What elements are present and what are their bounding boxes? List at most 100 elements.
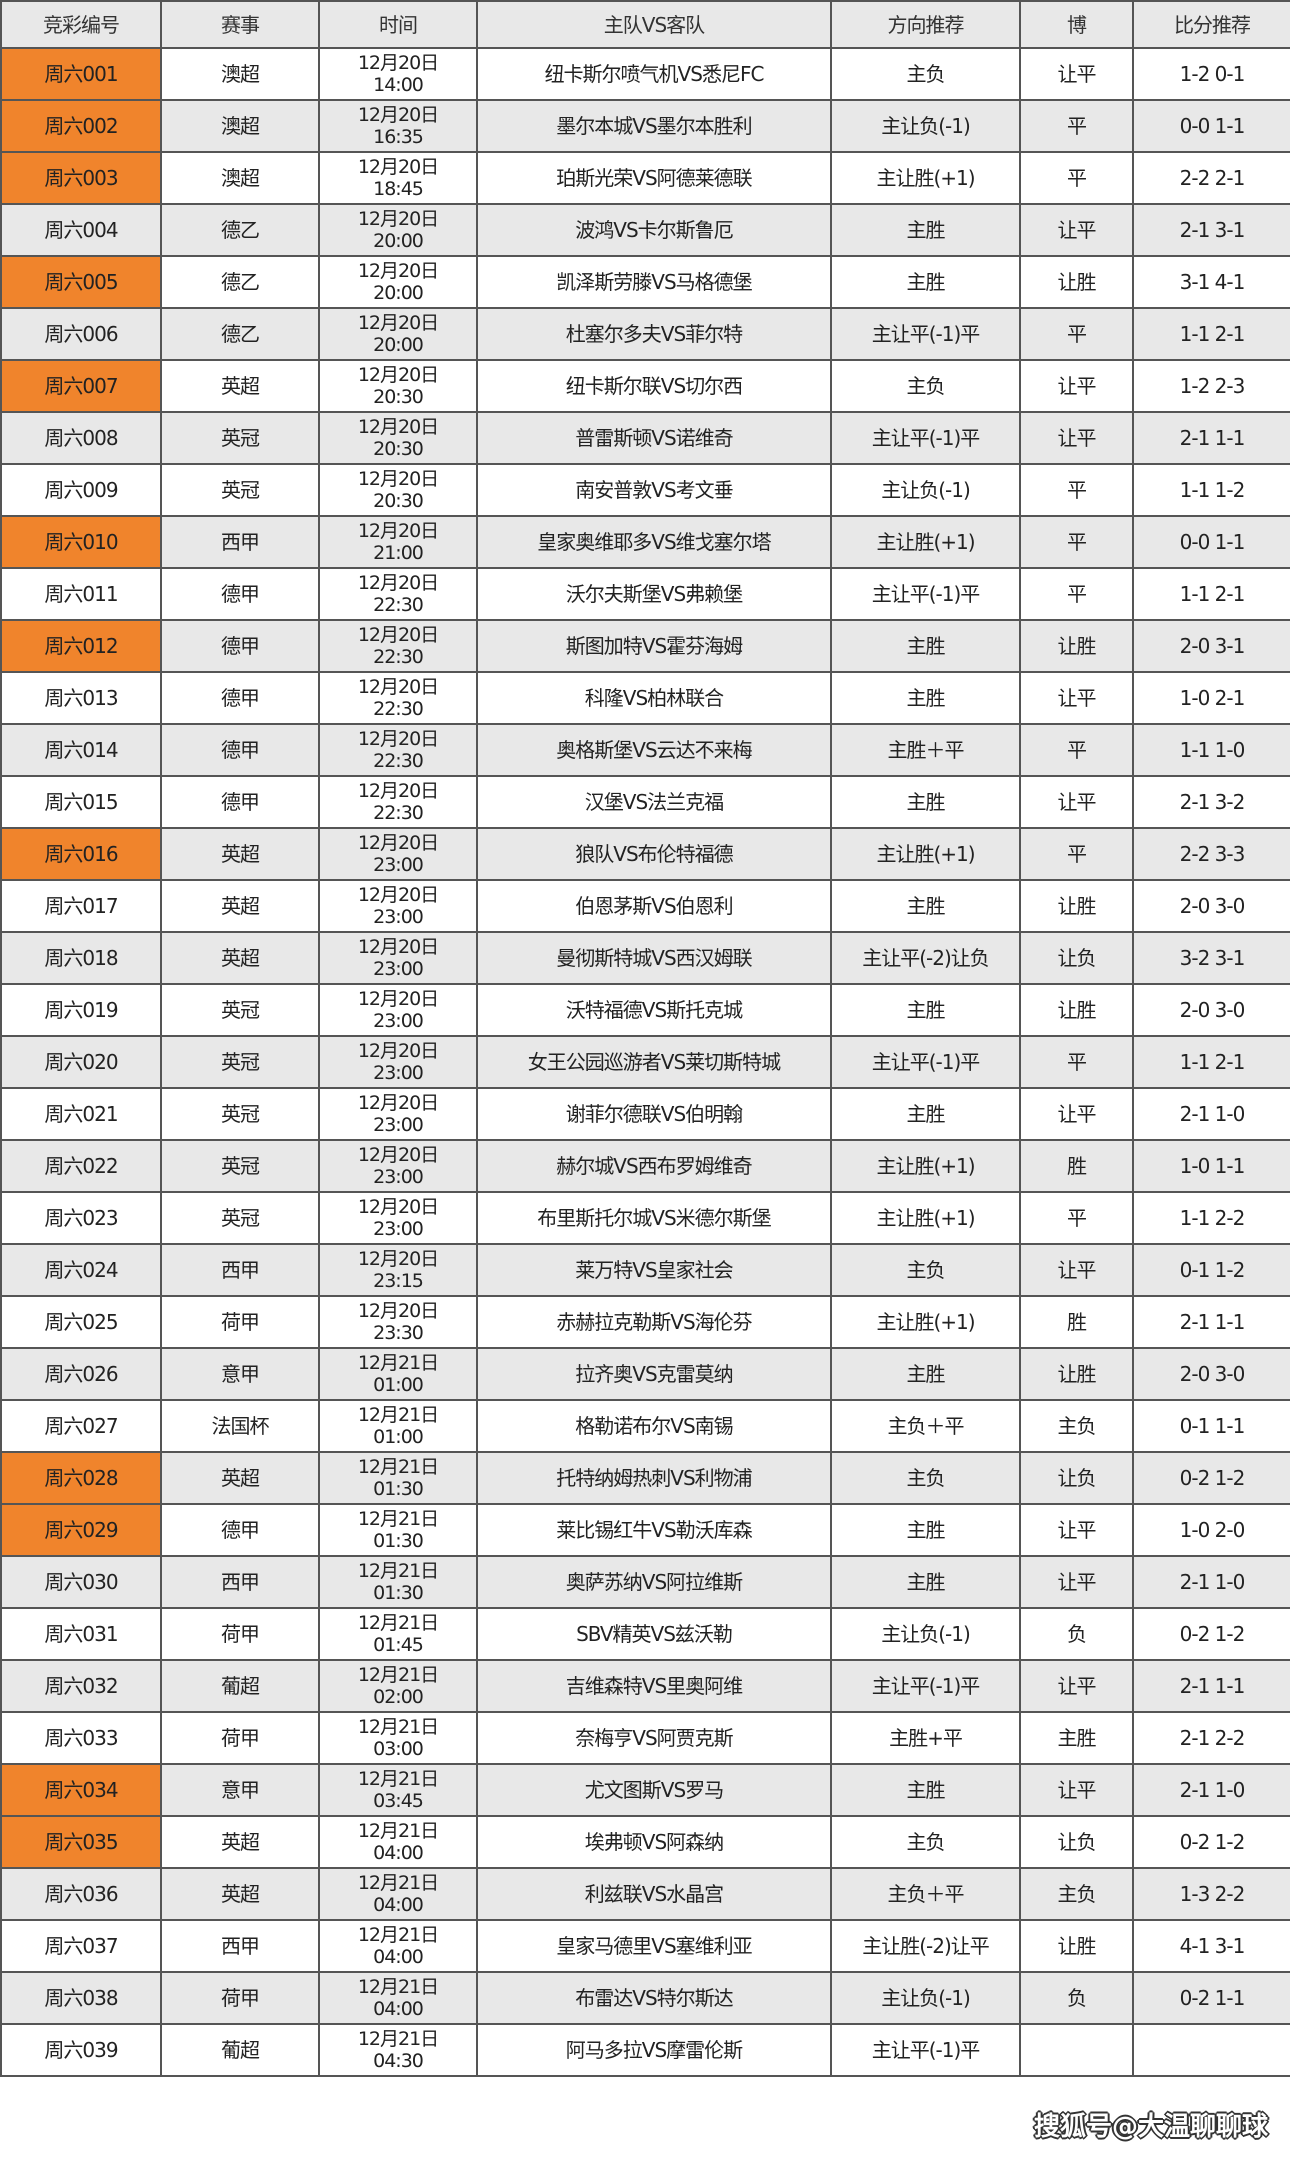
time-cell: 12月20日 20:30 (318, 463, 478, 517)
teams-cell: 布里斯托尔城VS米德尔斯堡 (476, 1191, 832, 1245)
league-cell: 德甲 (160, 567, 320, 621)
match-date: 12月21日 (357, 1456, 439, 1478)
match-date: 12月21日 (357, 1924, 439, 1946)
match-date: 12月20日 (357, 1248, 439, 1270)
direction-cell: 主胜 (830, 879, 1021, 933)
match-time: 03:45 (373, 1790, 424, 1812)
direction-cell: 主让平(-2)让负 (830, 931, 1021, 985)
match-time: 23:00 (373, 1062, 424, 1084)
match-id-cell: 周六020 (0, 1035, 162, 1089)
match-date: 12月21日 (357, 1404, 439, 1426)
direction-cell: 主让胜(+1) (830, 1295, 1021, 1349)
teams-cell: 奈梅亨VS阿贾克斯 (476, 1711, 832, 1765)
table-row: 周六015 德甲 12月20日 22:30 汉堡VS法兰克福 主胜 让平 2-1 3-2 (0, 775, 1290, 829)
league-cell: 德乙 (160, 203, 320, 257)
direction-cell: 主胜+平 (830, 1711, 1021, 1765)
match-id-cell: 周六027 (0, 1399, 162, 1453)
match-date: 12月20日 (357, 1300, 439, 1322)
time-cell: 12月20日 23:00 (318, 1139, 478, 1193)
teams-cell: 拉齐奥VS克雷莫纳 (476, 1347, 832, 1401)
time-cell: 12月20日 16:35 (318, 99, 478, 153)
score-cell: 1-0 2-1 (1132, 671, 1290, 725)
match-time: 20:00 (373, 230, 424, 252)
match-id-cell: 周六012 (0, 619, 162, 673)
league-cell: 英超 (160, 827, 320, 881)
direction-cell: 主胜 (830, 1555, 1021, 1609)
score-cell: 1-1 2-2 (1132, 1191, 1290, 1245)
match-id-cell: 周六037 (0, 1919, 162, 1973)
score-cell: 2-1 1-1 (1132, 411, 1290, 465)
league-cell: 德甲 (160, 723, 320, 777)
match-id-cell: 周六009 (0, 463, 162, 517)
direction-cell: 主负 (830, 1815, 1021, 1869)
score-cell: 1-0 1-1 (1132, 1139, 1290, 1193)
match-date: 12月20日 (357, 676, 439, 698)
match-id-cell: 周六002 (0, 99, 162, 153)
match-id-cell: 周六005 (0, 255, 162, 309)
table-body: 周六001 澳超 12月20日 14:00 纽卡斯尔喷气机VS悉尼FC 主负 让平 1-2 0… (0, 47, 1290, 2077)
bo-cell: 负 (1019, 1607, 1134, 1661)
match-time: 03:00 (373, 1738, 424, 1760)
table-row: 周六010 西甲 12月20日 21:00 皇家奥维耶多VS维戈塞尔塔 主让胜(+1) 平 0… (0, 515, 1290, 569)
league-cell: 英超 (160, 1815, 320, 1869)
match-id-cell: 周六019 (0, 983, 162, 1037)
teams-cell: 莱万特VS皇家社会 (476, 1243, 832, 1297)
match-id-cell: 周六030 (0, 1555, 162, 1609)
bo-cell: 让平 (1019, 1243, 1134, 1297)
match-time: 23:30 (373, 1322, 424, 1344)
bo-cell: 主负 (1019, 1867, 1134, 1921)
match-time: 23:00 (373, 1114, 424, 1136)
direction-cell: 主让平(-1)平 (830, 567, 1021, 621)
direction-cell: 主让胜(+1) (830, 1139, 1021, 1193)
direction-cell: 主让胜(+1) (830, 151, 1021, 205)
direction-cell: 主负＋平 (830, 1399, 1021, 1453)
bo-cell: 让胜 (1019, 879, 1134, 933)
league-cell: 英超 (160, 879, 320, 933)
bo-cell: 平 (1019, 151, 1134, 205)
header-bo: 博 (1019, 0, 1134, 49)
table-row: 周六031 荷甲 12月21日 01:45 SBV精英VS兹沃勒 主让负(-1) 负 0-2 … (0, 1607, 1290, 1661)
teams-cell: 曼彻斯特城VS西汉姆联 (476, 931, 832, 985)
time-cell: 12月21日 01:00 (318, 1347, 478, 1401)
table-row: 周六036 英超 12月21日 04:00 利兹联VS水晶宫 主负＋平 主负 1-3 2-2 (0, 1867, 1290, 1921)
league-cell: 意甲 (160, 1763, 320, 1817)
time-cell: 12月21日 03:45 (318, 1763, 478, 1817)
table-row: 周六023 英冠 12月20日 23:00 布里斯托尔城VS米德尔斯堡 主让胜(+1) 平 1… (0, 1191, 1290, 1245)
teams-cell: 奥格斯堡VS云达不来梅 (476, 723, 832, 777)
direction-cell: 主胜 (830, 255, 1021, 309)
bo-cell: 平 (1019, 1191, 1134, 1245)
direction-cell: 主胜 (830, 1503, 1021, 1557)
direction-cell: 主让胜(-2)让平 (830, 1919, 1021, 1973)
match-date: 12月21日 (357, 1352, 439, 1374)
teams-cell: 伯恩茅斯VS伯恩利 (476, 879, 832, 933)
time-cell: 12月20日 20:00 (318, 255, 478, 309)
match-time: 23:15 (373, 1270, 424, 1292)
match-id-cell: 周六015 (0, 775, 162, 829)
match-time: 23:00 (373, 1166, 424, 1188)
time-cell: 12月20日 23:00 (318, 1087, 478, 1141)
match-id-cell: 周六014 (0, 723, 162, 777)
score-cell: 1-1 2-1 (1132, 1035, 1290, 1089)
match-date: 12月20日 (357, 936, 439, 958)
time-cell: 12月21日 04:00 (318, 1971, 478, 2025)
league-cell: 西甲 (160, 1919, 320, 1973)
teams-cell: 尤文图斯VS罗马 (476, 1763, 832, 1817)
time-cell: 12月20日 23:30 (318, 1295, 478, 1349)
match-id-cell: 周六038 (0, 1971, 162, 2025)
direction-cell: 主负 (830, 1451, 1021, 1505)
match-id-cell: 周六001 (0, 47, 162, 101)
table-row: 周六033 荷甲 12月21日 03:00 奈梅亨VS阿贾克斯 主胜+平 主胜 2-1 2-2 (0, 1711, 1290, 1765)
direction-cell: 主让平(-1)平 (830, 2023, 1021, 2077)
score-cell: 0-1 1-2 (1132, 1243, 1290, 1297)
match-id-cell: 周六039 (0, 2023, 162, 2077)
match-date: 12月20日 (357, 988, 439, 1010)
league-cell: 澳超 (160, 47, 320, 101)
score-cell: 2-1 1-1 (1132, 1295, 1290, 1349)
time-cell: 12月21日 01:00 (318, 1399, 478, 1453)
direction-cell: 主让负(-1) (830, 1607, 1021, 1661)
direction-cell: 主胜 (830, 1763, 1021, 1817)
time-cell: 12月21日 01:30 (318, 1451, 478, 1505)
score-cell: 2-1 1-0 (1132, 1087, 1290, 1141)
match-date: 12月21日 (357, 1820, 439, 1842)
score-cell: 2-1 1-0 (1132, 1555, 1290, 1609)
